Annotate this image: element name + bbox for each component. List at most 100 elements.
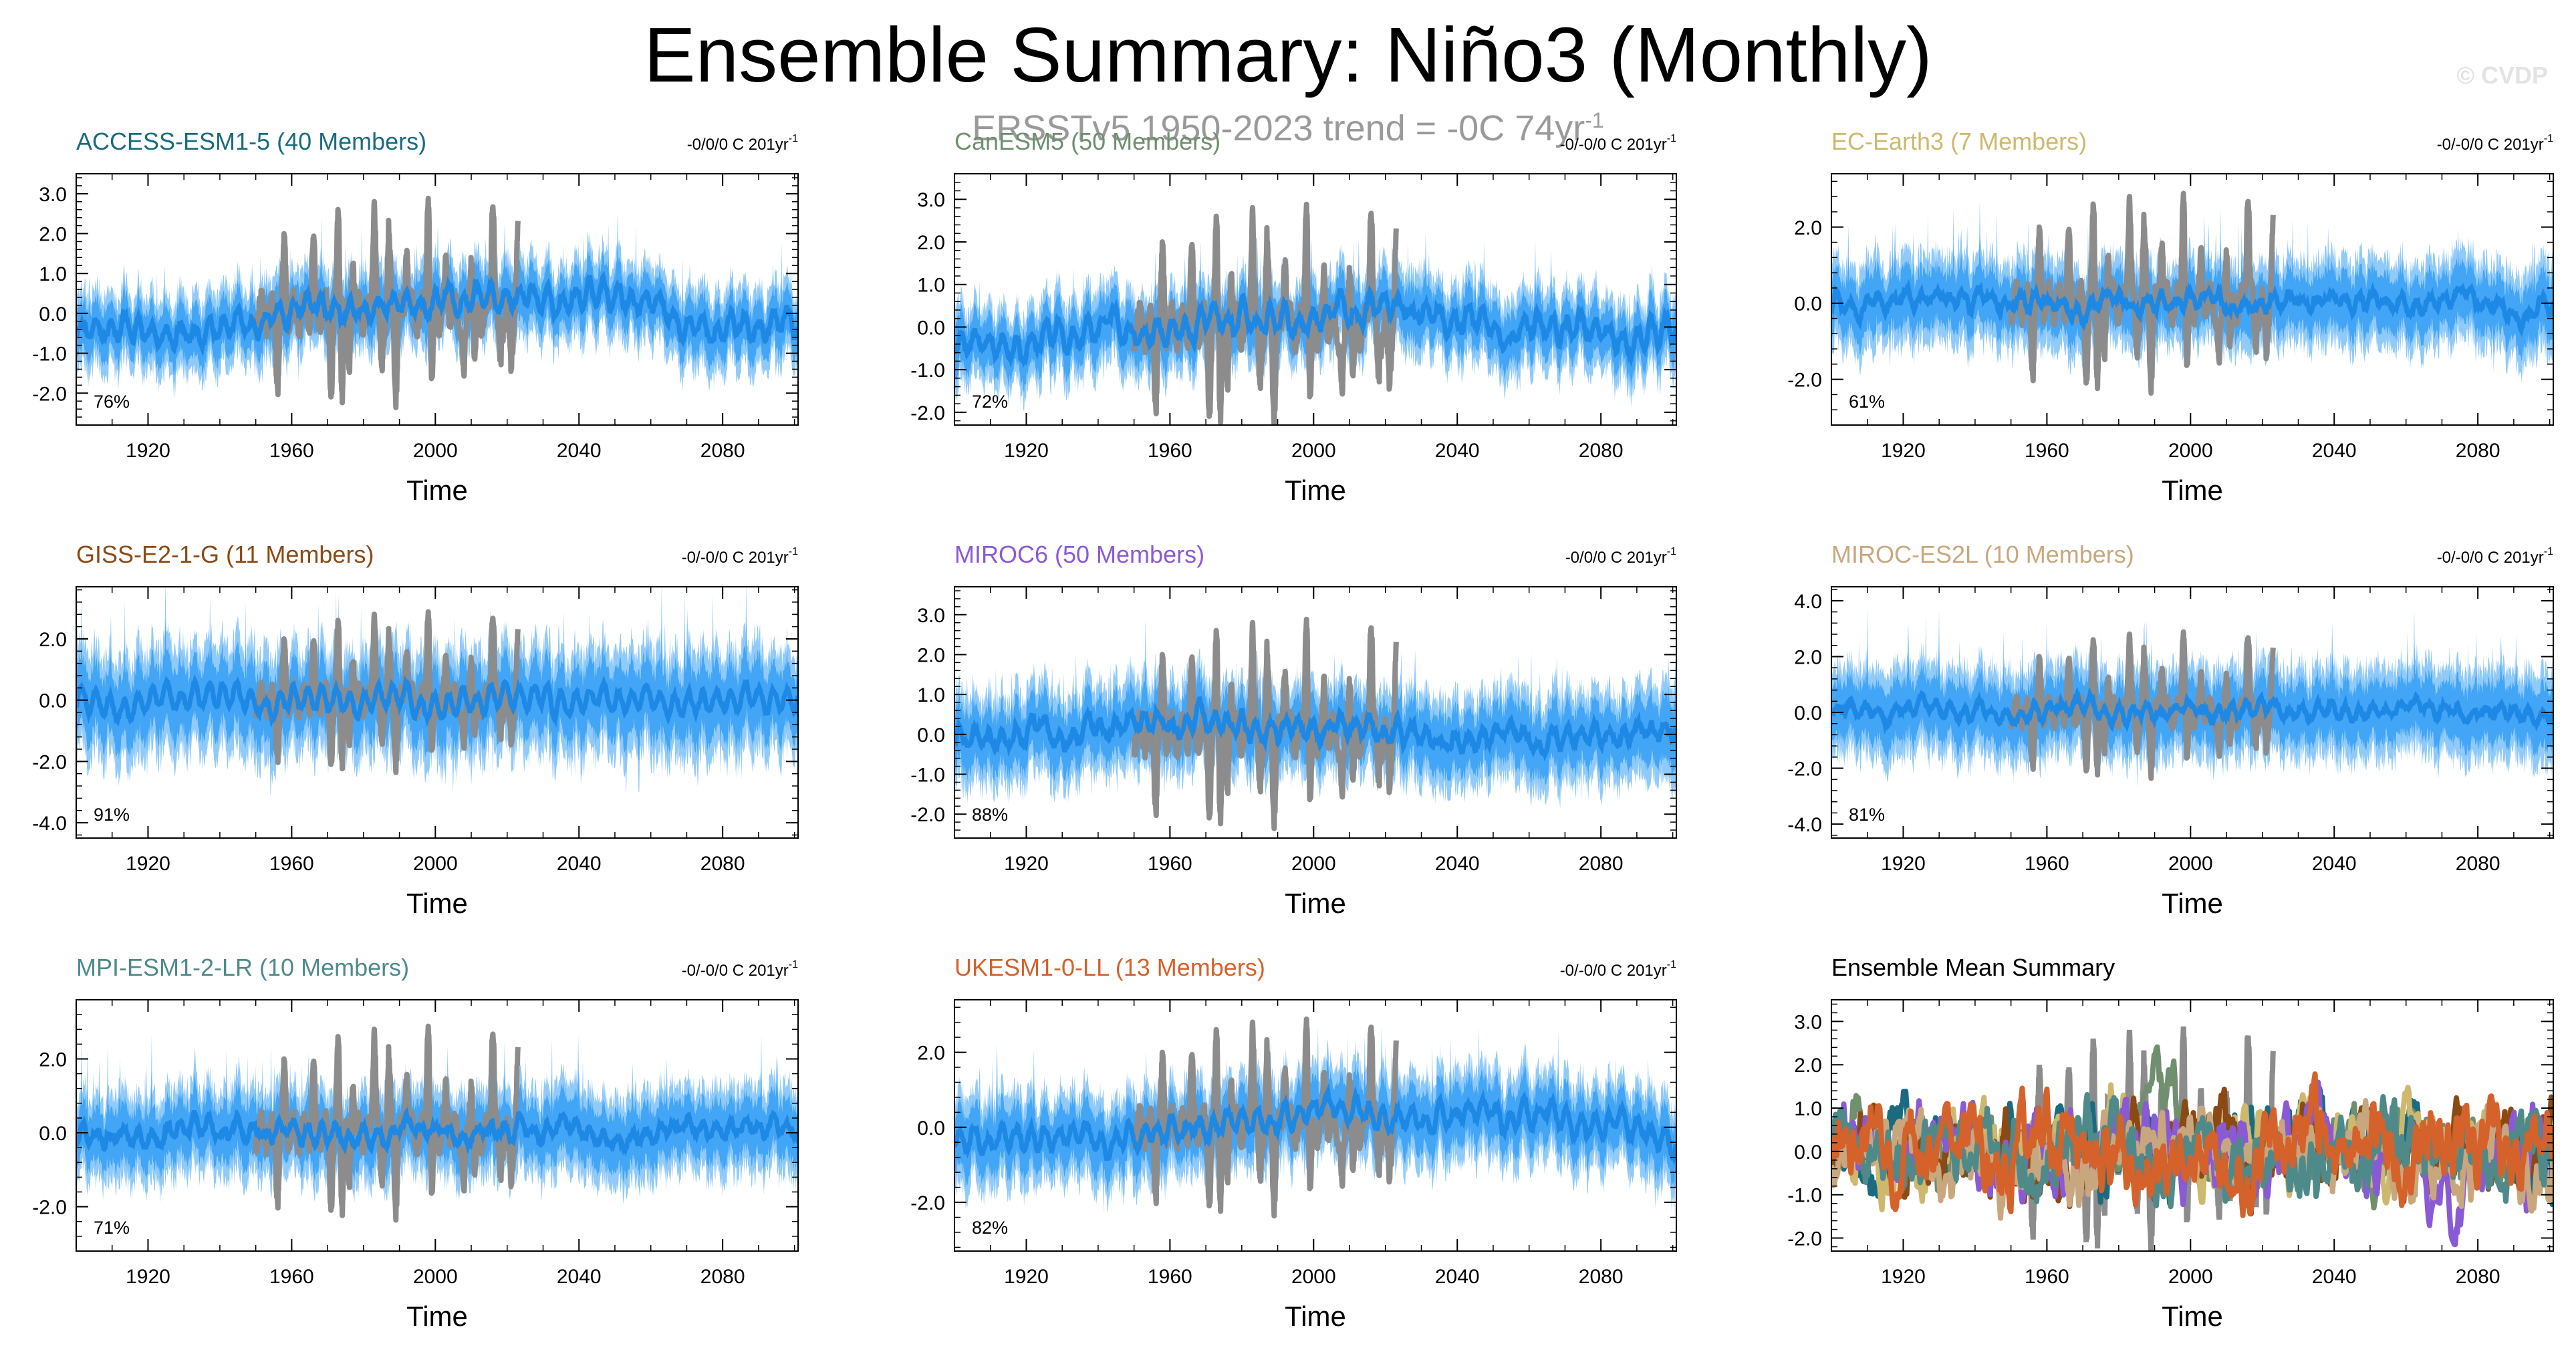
x-tick-label: 2080 [2456, 1266, 2500, 1288]
x-tick-label: 2080 [700, 440, 745, 462]
plot-area [954, 1016, 1676, 1219]
x-tick-label: 1920 [1004, 1266, 1049, 1288]
y-tick-label: -1.0 [910, 765, 945, 787]
x-tick-label: 2080 [1579, 1266, 1624, 1288]
plot-area [76, 195, 798, 410]
percent-label: 72% [972, 392, 1008, 412]
percent-label: 81% [1849, 805, 1885, 825]
y-tick-label: -2.0 [32, 1197, 67, 1219]
x-tick-label: 2080 [1579, 440, 1624, 462]
x-axis-label: Time [406, 1301, 468, 1332]
panel-ecearth3: EC-Earth3 (7 Members) -0/-0/0 C 201yr-1 61… [1787, 128, 2554, 506]
panel-title: CanESM5 (50 Members) [954, 128, 1220, 155]
plot-frame [1831, 173, 2554, 426]
y-tick-label: 0.0 [1794, 702, 1822, 724]
panel-title: EC-Earth3 (7 Members) [1831, 128, 2087, 155]
obs-trend-subtitle: ERSSTv5 1950-2023 trend = -0C 74yr-1 [972, 108, 1604, 148]
ensemble-mean-line [76, 1106, 798, 1157]
panel-title: ACCESS-ESM1-5 (40 Members) [76, 128, 426, 155]
percent-label: 76% [94, 392, 130, 412]
x-tick-label: 1920 [1004, 853, 1049, 875]
panel-title: UKESM1-0-LL (13 Members) [954, 954, 1265, 981]
y-tick-label: -2.0 [1787, 370, 1822, 392]
x-tick-label: 1920 [126, 1266, 170, 1288]
x-tick-label: 2000 [1291, 853, 1336, 875]
percent-label: 88% [972, 805, 1008, 825]
panel-trend: -0/-0/0 C 201yr-1 [682, 546, 798, 567]
y-tick-label: 2.0 [917, 232, 945, 254]
ensemble-mean-line [954, 1083, 1676, 1165]
y-tick-label: -2.0 [32, 751, 67, 773]
x-tick-label: 1960 [269, 1266, 314, 1288]
plot-frame [76, 173, 799, 426]
y-tick-label: -2.0 [910, 402, 945, 424]
ensemble-mean-line [76, 270, 798, 358]
ensemble-mean-line [76, 674, 798, 728]
y-tick-label: -2.0 [1787, 759, 1822, 781]
panel-trend: -0/-0/0 C 201yr-1 [682, 959, 798, 980]
y-tick-label: -2.0 [910, 1192, 945, 1214]
y-tick-label: 0.0 [39, 690, 67, 712]
x-axis-label: Time [1285, 1301, 1346, 1332]
x-tick-label: 2040 [1435, 440, 1480, 462]
plot-frame [76, 999, 799, 1252]
observed-series-line [1131, 616, 1399, 831]
x-tick-label: 1960 [2025, 440, 2069, 462]
x-tick-label: 1960 [2025, 1266, 2069, 1288]
x-tick-label: 1960 [2025, 853, 2069, 875]
x-tick-label: 2080 [1579, 853, 1624, 875]
x-tick-label: 1920 [126, 853, 170, 875]
x-axis-label: Time [2162, 888, 2223, 919]
y-tick-label: 1.0 [1794, 1098, 1822, 1120]
x-tick-label: 2040 [557, 853, 602, 875]
x-tick-label: 1960 [1148, 1266, 1192, 1288]
y-tick-label: 3.0 [1794, 1011, 1822, 1033]
y-tick-label: 1.0 [917, 684, 945, 706]
panel-title: MIROC6 (50 Members) [954, 541, 1204, 568]
y-tick-label: -1.0 [910, 360, 945, 382]
percent-label: 82% [972, 1218, 1008, 1238]
panel-giss: GISS-E2-1-G (11 Members) -0/-0/0 C 201yr-… [32, 541, 799, 919]
y-tick-label: -2.0 [910, 804, 945, 826]
x-tick-label: 2040 [2312, 440, 2357, 462]
observed-series-line [253, 1023, 521, 1223]
y-tick-label: 2.0 [917, 1043, 945, 1065]
x-tick-label: 1920 [1004, 440, 1049, 462]
x-axis-label: Time [2162, 1301, 2223, 1332]
panel-mpi: MPI-ESM1-2-LR (10 Members) -0/-0/0 C 201y… [32, 954, 799, 1332]
panel-title: GISS-E2-1-G (11 Members) [76, 541, 374, 568]
panel-ukesm: UKESM1-0-LL (13 Members) -0/-0/0 C 201yr-… [910, 954, 1677, 1332]
plot-frame [954, 586, 1677, 839]
x-axis-label: Time [1285, 474, 1346, 506]
y-tick-label: 0.0 [917, 1117, 945, 1139]
panel-canesm5: CanESM5 (50 Members) -0/-0/0 C 201yr-1 72%… [910, 128, 1677, 506]
x-axis-label: Time [406, 888, 468, 919]
x-tick-label: 1960 [269, 853, 314, 875]
x-tick-label: 2000 [2168, 440, 2213, 462]
panel-title: MPI-ESM1-2-LR (10 Members) [76, 954, 409, 981]
x-tick-label: 2000 [413, 853, 458, 875]
y-tick-label: 0.0 [1794, 1141, 1822, 1164]
page-title: Ensemble Summary: Niño3 (Monthly) [644, 11, 1932, 98]
y-tick-label: 2.0 [1794, 1055, 1822, 1077]
percent-label: 71% [94, 1218, 130, 1238]
y-tick-label: -4.0 [1787, 814, 1822, 836]
x-tick-label: 2080 [2456, 853, 2500, 875]
x-tick-label: 2080 [700, 1266, 745, 1288]
y-tick-label: 2.0 [1794, 646, 1822, 668]
observed-series-line [2008, 190, 2276, 396]
panel-miroc6: MIROC6 (50 Members) -0/0/0 C 201yr-1 88% -2… [910, 541, 1677, 919]
x-tick-label: 1920 [1881, 1266, 1926, 1288]
x-tick-label: 2000 [1291, 440, 1336, 462]
y-tick-label: 1.0 [917, 275, 945, 297]
y-tick-label: 1.0 [39, 263, 67, 285]
plot-area [954, 616, 1676, 831]
plot-area [1831, 1026, 2553, 1251]
observed-series-line [1131, 201, 1399, 425]
x-tick-label: 2040 [1435, 1266, 1480, 1288]
x-tick-label: 2040 [1435, 853, 1480, 875]
plot-frame [954, 999, 1677, 1252]
plot-area [76, 1023, 798, 1223]
y-tick-label: 2.0 [1794, 217, 1822, 239]
